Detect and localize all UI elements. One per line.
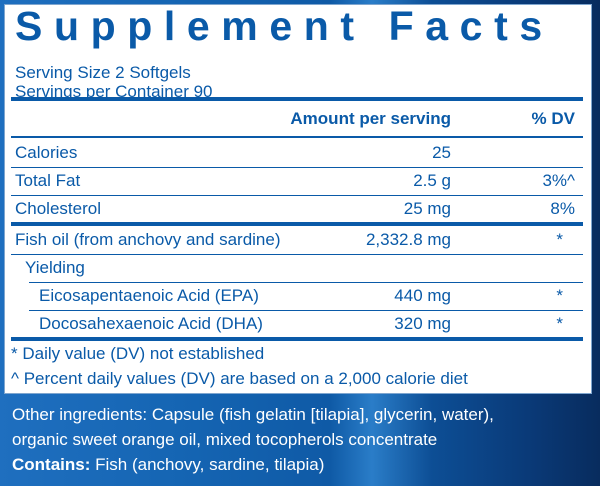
supplement-facts-panel: Supplement Facts Serving Size 2 Softgels… <box>4 3 592 394</box>
row-label: Fish oil (from anchovy and sardine) <box>15 230 281 249</box>
divider <box>11 195 583 196</box>
row-label: Cholesterol <box>15 199 101 218</box>
contains-label: Contains: <box>12 455 91 474</box>
footnote-dv-not-established: * Daily value (DV) not established <box>11 344 265 363</box>
row-dv: * <box>556 314 563 333</box>
dv-header: % DV <box>531 109 575 128</box>
divider <box>29 310 583 311</box>
row-amount: 2.5 g <box>413 171 451 190</box>
other-ingredients-line1: Other ingredients: Capsule (fish gelatin… <box>12 405 494 424</box>
divider <box>11 167 583 168</box>
row-amount: 320 mg <box>394 314 451 333</box>
row-dv: * <box>556 286 563 305</box>
table-row: Yielding <box>11 254 583 282</box>
table-row: Cholesterol 25 mg 8% <box>11 195 583 223</box>
amount-header: Amount per serving <box>290 109 451 128</box>
table-row: Fish oil (from anchovy and sardine) 2,33… <box>11 226 583 254</box>
table-row: Eicosapentaenoic Acid (EPA) 440 mg * <box>11 282 583 310</box>
contains-statement: Contains: Fish (anchovy, sardine, tilapi… <box>12 455 324 475</box>
table-row: Calories 25 <box>11 139 583 167</box>
row-dv: * <box>556 230 563 249</box>
thick-divider <box>11 222 583 226</box>
panel-title: Supplement Facts <box>15 3 554 49</box>
footnote-percent-dv: ^ Percent daily values (DV) are based on… <box>11 369 468 388</box>
row-amount: 25 mg <box>403 199 451 218</box>
row-amount: 440 mg <box>394 286 451 305</box>
divider <box>11 136 583 138</box>
row-amount: 2,332.8 mg <box>365 230 451 249</box>
table-row: Docosahexaenoic Acid (DHA) 320 mg * <box>11 310 583 338</box>
contains-value: Fish (anchovy, sardine, tilapia) <box>90 455 325 474</box>
row-dv: 3%^ <box>542 171 575 190</box>
thick-divider <box>11 337 583 341</box>
divider <box>29 282 583 283</box>
divider <box>11 254 583 255</box>
row-label: Calories <box>15 143 78 162</box>
row-label: Yielding <box>25 258 85 277</box>
row-label: Eicosapentaenoic Acid (EPA) <box>39 286 259 305</box>
other-ingredients-line2: organic sweet orange oil, mixed tocopher… <box>12 430 438 449</box>
row-dv: 8% <box>550 199 575 218</box>
thick-divider <box>11 97 583 101</box>
serving-size: Serving Size 2 Softgels <box>15 63 191 82</box>
row-label: Docosahexaenoic Acid (DHA) <box>39 314 263 333</box>
servings-per-container: Servings per Container 90 <box>15 82 213 101</box>
row-label: Total Fat <box>15 171 81 190</box>
row-amount: 25 <box>432 143 451 162</box>
table-row: Total Fat 2.5 g 3%^ <box>11 167 583 195</box>
table-header: Amount per serving % DV <box>11 105 583 133</box>
